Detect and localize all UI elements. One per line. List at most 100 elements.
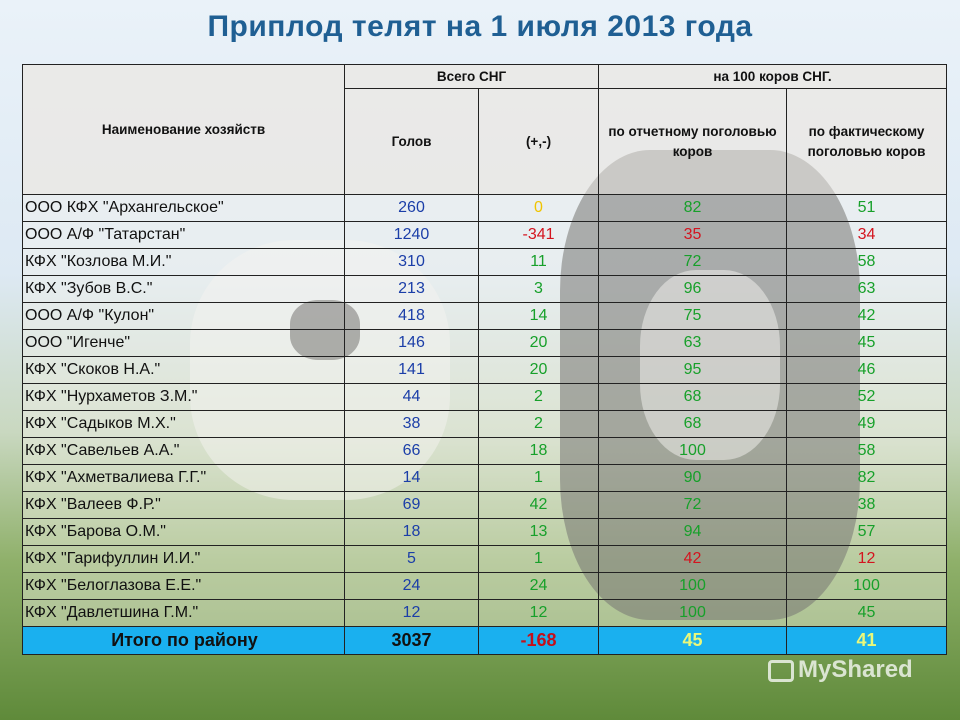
farm-name: КФХ "Давлетшина Г.М." (22, 599, 345, 627)
actual-cell: 12 (786, 545, 948, 573)
table-row: КФХ "Козлова М.И." 310 11 72 58 (22, 248, 948, 276)
actual-cell: 45 (786, 599, 948, 627)
diff-cell: 11 (477, 248, 600, 276)
reported-cell: 63 (598, 329, 788, 357)
heads-cell: 18 (344, 518, 479, 546)
table-row: КФХ "Зубов В.С." 213 3 96 63 (22, 275, 948, 303)
total-row: Итого по району 3037 -168 45 41 (22, 626, 948, 655)
actual-cell: 57 (786, 518, 948, 546)
actual-cell: 58 (786, 437, 948, 465)
table-row: КФХ "Барова О.М." 18 13 94 57 (22, 518, 948, 546)
table-row: КФХ "Савельев А.А." 66 18 100 58 (22, 437, 948, 465)
farm-name: КФХ "Скоков Н.А." (22, 356, 345, 384)
total-reported: 45 (598, 626, 788, 655)
actual-cell: 42 (786, 302, 948, 330)
farm-name: КФХ "Валеев Ф.Р." (22, 491, 345, 519)
reported-cell: 68 (598, 383, 788, 411)
table-row: КФХ "Валеев Ф.Р." 69 42 72 38 (22, 491, 948, 519)
actual-cell: 45 (786, 329, 948, 357)
heads-cell: 146 (344, 329, 479, 357)
diff-cell: 24 (477, 572, 600, 600)
heads-cell: 141 (344, 356, 479, 384)
heads-cell: 260 (344, 194, 479, 222)
header-reported: по отчетному поголовью коров (598, 88, 788, 195)
reported-cell: 100 (598, 572, 788, 600)
table-body: ООО КФХ "Архангельское" 260 0 82 51 ООО А/Ф "… (22, 194, 948, 627)
diff-cell: 42 (477, 491, 600, 519)
heads-cell: 310 (344, 248, 479, 276)
reported-cell: 95 (598, 356, 788, 384)
table-row: КФХ "Садыков М.Х." 38 2 68 49 (22, 410, 948, 438)
reported-cell: 42 (598, 545, 788, 573)
actual-cell: 82 (786, 464, 948, 492)
actual-cell: 46 (786, 356, 948, 384)
diff-cell: 20 (477, 356, 600, 384)
heads-cell: 38 (344, 410, 479, 438)
diff-cell: 20 (477, 329, 600, 357)
header-per100-group: на 100 коров СНГ. (598, 64, 948, 89)
total-heads: 3037 (344, 626, 479, 655)
actual-cell: 34 (786, 221, 948, 249)
farm-name: КФХ "Нурхаметов З.М." (22, 383, 345, 411)
farm-name: КФХ "Садыков М.Х." (22, 410, 345, 438)
reported-cell: 100 (598, 437, 788, 465)
heads-cell: 24 (344, 572, 479, 600)
farm-name: ООО А/Ф "Татарстан" (22, 221, 345, 249)
reported-cell: 100 (598, 599, 788, 627)
farm-name: КФХ "Белоглазова Е.Е." (22, 572, 345, 600)
diff-cell: 18 (477, 437, 600, 465)
table-row: КФХ "Скоков Н.А." 141 20 95 46 (22, 356, 948, 384)
diff-cell: 1 (477, 545, 600, 573)
farm-name: КФХ "Зубов В.С." (22, 275, 345, 303)
watermark: MyShared (768, 656, 913, 684)
reported-cell: 35 (598, 221, 788, 249)
diff-cell: 2 (477, 383, 600, 411)
diff-cell: 1 (477, 464, 600, 492)
heads-cell: 69 (344, 491, 479, 519)
header-actual: по фактическому поголовью коров (786, 88, 948, 195)
heads-cell: 44 (344, 383, 479, 411)
table-row: КФХ "Гарифуллин И.И." 5 1 42 12 (22, 545, 948, 573)
actual-cell: 51 (786, 194, 948, 222)
farm-name: ООО А/Ф "Кулон" (22, 302, 345, 330)
total-actual: 41 (786, 626, 948, 655)
reported-cell: 90 (598, 464, 788, 492)
diff-cell: 14 (477, 302, 600, 330)
actual-cell: 100 (786, 572, 948, 600)
header-heads: Голов (344, 88, 479, 195)
farm-name: КФХ "Козлова М.И." (22, 248, 345, 276)
farm-name: КФХ "Савельев А.А." (22, 437, 345, 465)
reported-cell: 94 (598, 518, 788, 546)
diff-cell: 3 (477, 275, 600, 303)
header-diff: (+,-) (477, 88, 600, 195)
heads-cell: 1240 (344, 221, 479, 249)
actual-cell: 38 (786, 491, 948, 519)
table-row: ООО А/Ф "Татарстан" 1240 -341 35 34 (22, 221, 948, 249)
diff-cell: 13 (477, 518, 600, 546)
reported-cell: 96 (598, 275, 788, 303)
actual-cell: 63 (786, 275, 948, 303)
diff-cell: -341 (477, 221, 600, 249)
actual-cell: 49 (786, 410, 948, 438)
table-row: КФХ "Давлетшина Г.М." 12 12 100 45 (22, 599, 948, 627)
farm-name: КФХ "Ахметвалиева Г.Г." (22, 464, 345, 492)
heads-cell: 5 (344, 545, 479, 573)
farm-name: КФХ "Барова О.М." (22, 518, 345, 546)
header-name: Наименование хозяйств (22, 64, 345, 195)
reported-cell: 75 (598, 302, 788, 330)
reported-cell: 72 (598, 248, 788, 276)
heads-cell: 66 (344, 437, 479, 465)
calves-table: Наименование хозяйств Всего СНГ на 100 к… (22, 64, 948, 655)
reported-cell: 68 (598, 410, 788, 438)
heads-cell: 14 (344, 464, 479, 492)
table-row: ООО "Игенче" 146 20 63 45 (22, 329, 948, 357)
total-diff: -168 (477, 626, 600, 655)
actual-cell: 52 (786, 383, 948, 411)
table-row: КФХ "Ахметвалиева Г.Г." 14 1 90 82 (22, 464, 948, 492)
actual-cell: 58 (786, 248, 948, 276)
watermark-text: MyShared (798, 656, 913, 683)
total-label: Итого по району (22, 626, 345, 655)
table-row: КФХ "Нурхаметов З.М." 44 2 68 52 (22, 383, 948, 411)
reported-cell: 82 (598, 194, 788, 222)
farm-name: ООО "Игенче" (22, 329, 345, 357)
